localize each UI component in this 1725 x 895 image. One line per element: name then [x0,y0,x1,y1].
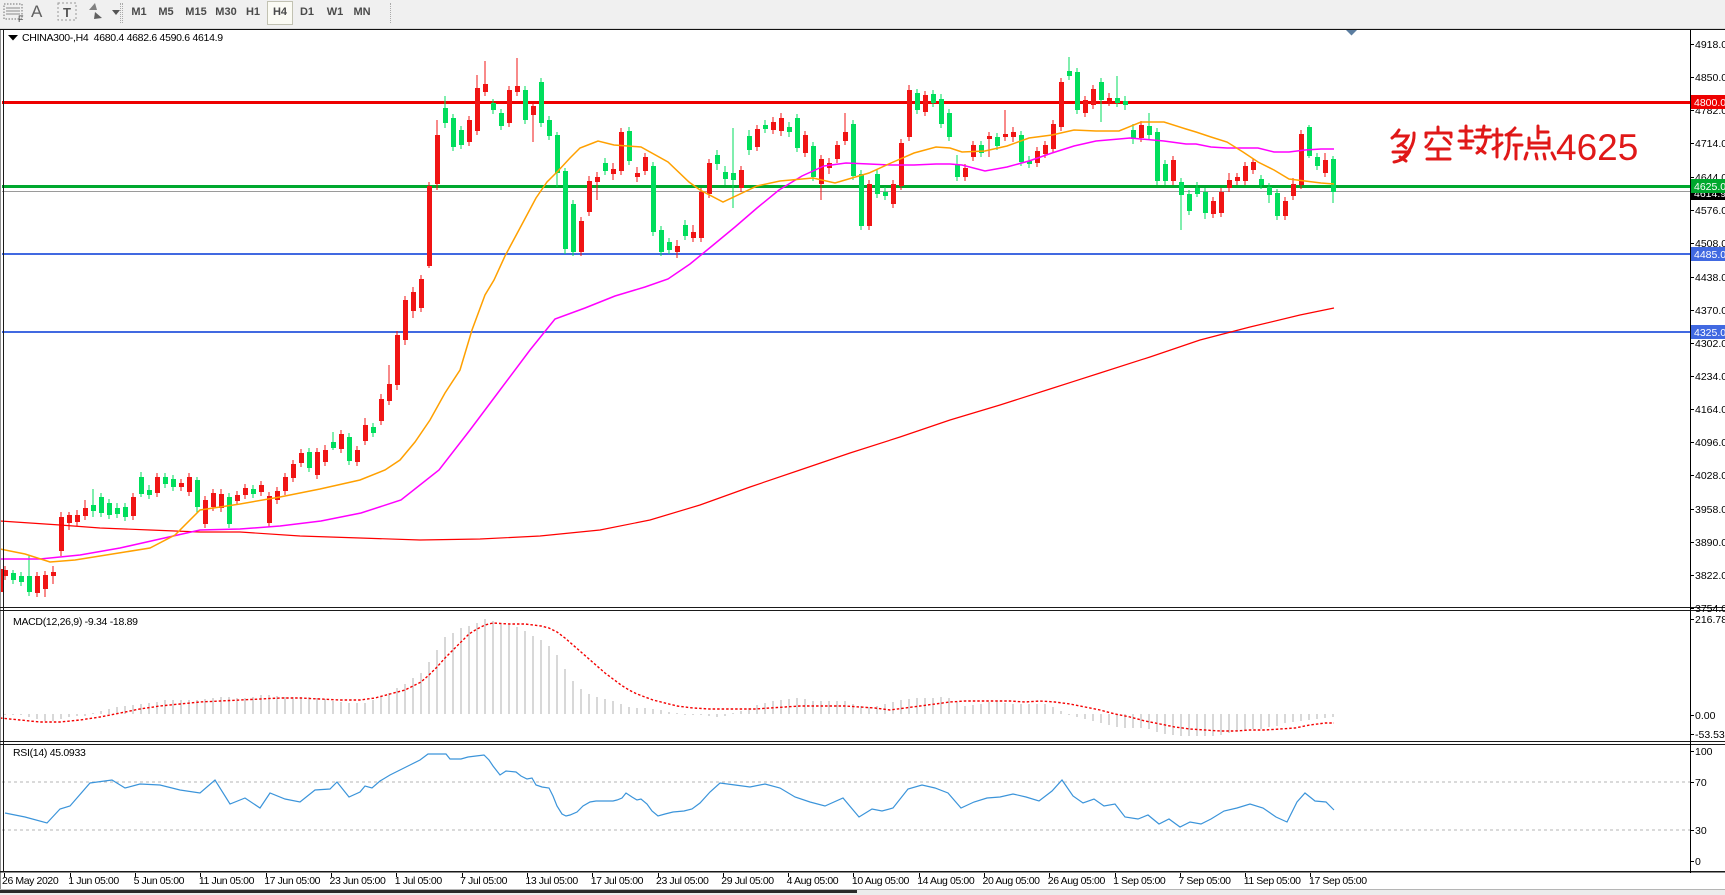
svg-text:4714.0: 4714.0 [1695,138,1725,150]
svg-text:3890.0: 3890.0 [1695,537,1725,549]
svg-text:3822.0: 3822.0 [1695,570,1725,582]
svg-text:1 Jul 05:00: 1 Jul 05:00 [395,875,443,887]
svg-text:30: 30 [1695,825,1707,837]
svg-text:23 Jul 05:00: 23 Jul 05:00 [656,875,709,887]
svg-text:29 Jul 05:00: 29 Jul 05:00 [721,875,774,887]
svg-text:3958.0: 3958.0 [1695,504,1725,516]
svg-text:4918.0: 4918.0 [1695,39,1725,51]
svg-text:1 Sep 05:00: 1 Sep 05:00 [1113,875,1166,887]
svg-text:4576.0: 4576.0 [1695,205,1725,217]
svg-text:-53.53: -53.53 [1695,729,1725,741]
svg-text:216.78: 216.78 [1695,614,1725,626]
svg-text:4164.0: 4164.0 [1695,404,1725,416]
svg-text:5 Jun 05:00: 5 Jun 05:00 [134,875,185,887]
svg-text:26 May 2020: 26 May 2020 [2,875,59,887]
svg-text:26 Aug 05:00: 26 Aug 05:00 [1048,875,1106,887]
svg-text:MACD(12,26,9) -9.34 -18.89: MACD(12,26,9) -9.34 -18.89 [13,616,138,628]
svg-text:4800.0: 4800.0 [1694,97,1725,109]
svg-text:4850.0: 4850.0 [1695,72,1725,84]
svg-text:4625: 4625 [1556,127,1638,168]
svg-text:14 Aug 05:00: 14 Aug 05:00 [917,875,975,887]
svg-text:RSI(14) 45.0933: RSI(14) 45.0933 [13,747,86,759]
svg-text:20 Aug 05:00: 20 Aug 05:00 [983,875,1041,887]
svg-text:17 Jun 05:00: 17 Jun 05:00 [264,875,320,887]
svg-text:4096.0: 4096.0 [1695,437,1725,449]
svg-text:10 Aug 05:00: 10 Aug 05:00 [852,875,910,887]
svg-text:17 Sep 05:00: 17 Sep 05:00 [1309,875,1367,887]
svg-text:4302.0: 4302.0 [1695,338,1725,350]
svg-text:4234.0: 4234.0 [1695,371,1725,383]
svg-text:0.00: 0.00 [1695,710,1716,722]
svg-text:11 Jun 05:00: 11 Jun 05:00 [199,875,255,887]
svg-text:17 Jul 05:00: 17 Jul 05:00 [591,875,644,887]
svg-text:1 Jun 05:00: 1 Jun 05:00 [68,875,119,887]
svg-text:100: 100 [1695,746,1713,758]
svg-text:7 Jul 05:00: 7 Jul 05:00 [460,875,508,887]
svg-text:4370.0: 4370.0 [1695,305,1725,317]
svg-text:4 Aug 05:00: 4 Aug 05:00 [787,875,839,887]
svg-text:4625.0: 4625.0 [1694,181,1725,193]
svg-text:4485.0: 4485.0 [1694,249,1725,261]
svg-text:T: T [63,5,71,20]
svg-text:3754.0: 3754.0 [1695,603,1725,615]
svg-text:0: 0 [1695,856,1701,868]
svg-text:23 Jun 05:00: 23 Jun 05:00 [330,875,386,887]
svg-text:7 Sep 05:00: 7 Sep 05:00 [1178,875,1231,887]
svg-text:70: 70 [1695,777,1707,789]
svg-text:F: F [18,14,24,24]
svg-text:13 Jul 05:00: 13 Jul 05:00 [525,875,578,887]
svg-text:4438.0: 4438.0 [1695,272,1725,284]
svg-text:4325.0: 4325.0 [1694,327,1725,339]
svg-text:4028.0: 4028.0 [1695,470,1725,482]
svg-text:11 Sep 05:00: 11 Sep 05:00 [1244,875,1301,887]
svg-text:CHINA300-,H4 4680.4 4682.6 45: CHINA300-,H4 4680.4 4682.6 4590.6 4614.9 [22,32,223,44]
